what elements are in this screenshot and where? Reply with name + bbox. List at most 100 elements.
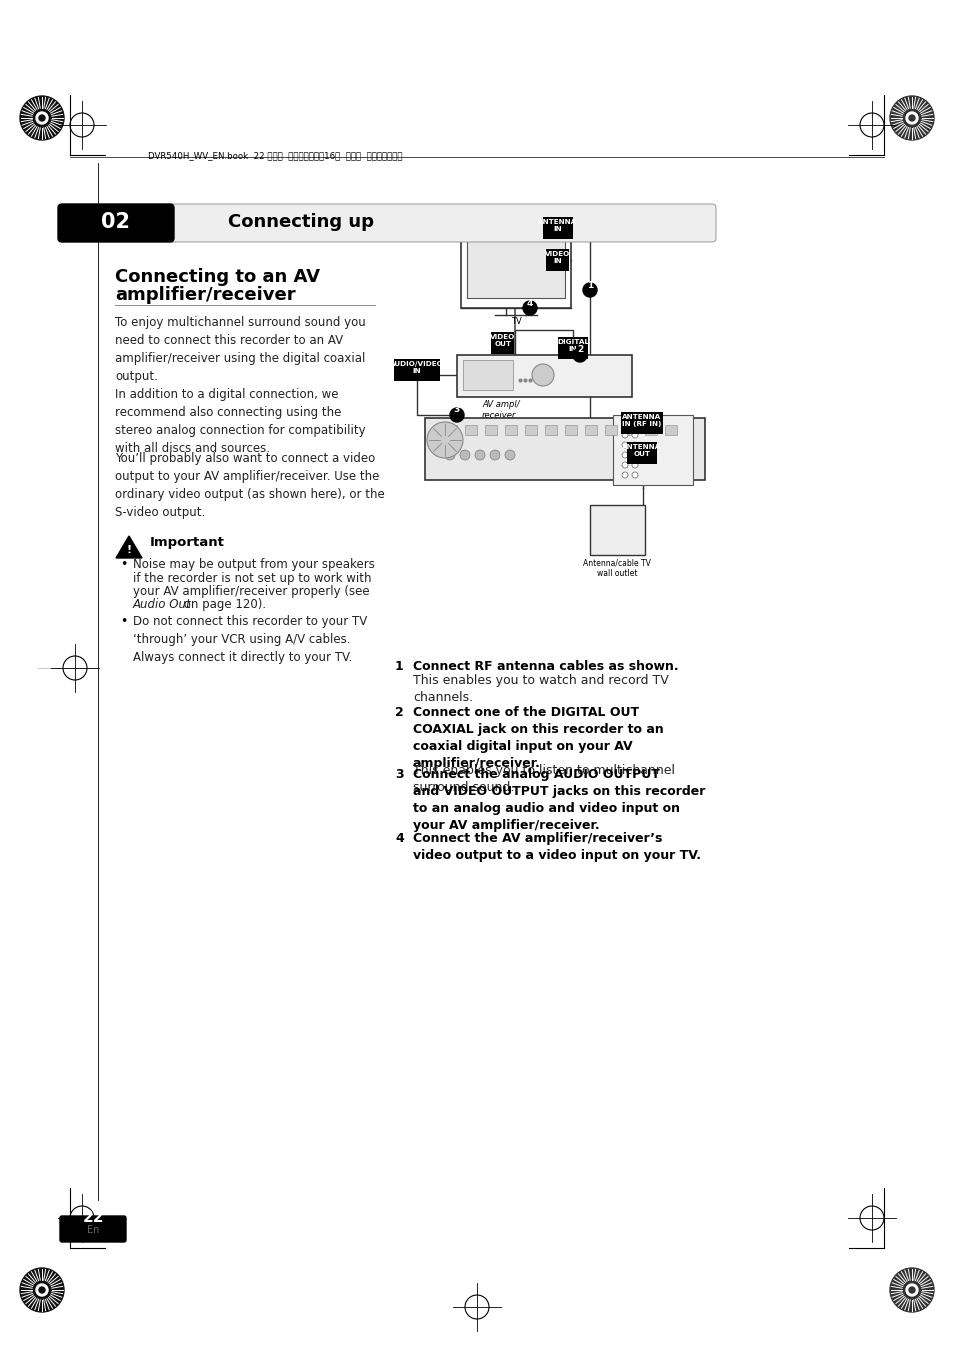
Circle shape: [908, 115, 914, 122]
Text: 2: 2: [395, 707, 403, 719]
Circle shape: [459, 450, 470, 459]
Text: AUDIO/VIDEO
IN: AUDIO/VIDEO IN: [390, 361, 443, 374]
Text: You’ll probably also want to connect a video
output to your AV amplifier/receive: You’ll probably also want to connect a v…: [115, 453, 384, 519]
Bar: [424, 417, 704, 480]
Circle shape: [39, 1288, 45, 1293]
Bar: [644, 426, 657, 435]
Text: DVR540H_WV_EN.book  22 ページ  ２００６年２月16日  木曜日  午後４時３４分: DVR540H_WV_EN.book 22 ページ ２００６年２月16日 木曜日…: [148, 151, 402, 159]
Text: 4: 4: [526, 299, 533, 308]
Circle shape: [621, 462, 627, 467]
Bar: [542, 218, 573, 239]
Circle shape: [20, 96, 64, 141]
FancyBboxPatch shape: [60, 1216, 126, 1242]
Bar: [524, 426, 537, 435]
Text: 22: 22: [82, 1210, 104, 1225]
Circle shape: [621, 422, 627, 428]
Bar: [546, 249, 569, 272]
Circle shape: [475, 450, 484, 459]
Circle shape: [631, 453, 638, 458]
Bar: [444, 426, 456, 435]
Text: 1: 1: [395, 661, 403, 673]
Circle shape: [621, 453, 627, 458]
Bar: [491, 332, 514, 354]
Text: ⊓: ⊓: [609, 519, 624, 538]
Text: This enables you to watch and record TV
channels.: This enables you to watch and record TV …: [413, 674, 668, 704]
Bar: [604, 426, 617, 435]
Text: To enjoy multichannel surround sound you
need to connect this recorder to an AV
: To enjoy multichannel surround sound you…: [115, 316, 365, 382]
Circle shape: [631, 471, 638, 478]
Text: •: •: [120, 558, 128, 571]
Circle shape: [905, 112, 917, 124]
Bar: [462, 359, 513, 390]
Text: !: !: [127, 544, 132, 555]
Bar: [626, 442, 657, 463]
Text: En: En: [87, 1225, 99, 1235]
Circle shape: [490, 450, 499, 459]
Bar: [558, 336, 588, 359]
Circle shape: [36, 1283, 48, 1296]
FancyBboxPatch shape: [58, 204, 173, 242]
Circle shape: [36, 112, 48, 124]
Text: Connecting up: Connecting up: [228, 213, 374, 231]
Bar: [504, 426, 517, 435]
Circle shape: [889, 1269, 933, 1312]
Circle shape: [631, 462, 638, 467]
Text: Do not connect this recorder to your TV
‘through’ your VCR using A/V cables.
Alw: Do not connect this recorder to your TV …: [132, 615, 367, 663]
Circle shape: [905, 1283, 917, 1296]
Circle shape: [504, 450, 515, 459]
Circle shape: [631, 442, 638, 449]
Bar: [544, 426, 557, 435]
Bar: [584, 426, 597, 435]
Text: VIDEO
IN: VIDEO IN: [545, 251, 570, 263]
Text: ANTENNA
OUT: ANTENNA OUT: [621, 444, 661, 457]
FancyBboxPatch shape: [168, 204, 716, 242]
Circle shape: [621, 442, 627, 449]
Text: Audio Out: Audio Out: [132, 598, 192, 611]
Circle shape: [889, 96, 933, 141]
Text: 1: 1: [586, 281, 593, 289]
Polygon shape: [116, 536, 142, 558]
Circle shape: [532, 363, 554, 386]
Text: DIGITAL
IN: DIGITAL IN: [557, 339, 588, 353]
Bar: [456, 355, 631, 397]
Circle shape: [444, 450, 455, 459]
Text: This enables you to listen to multichannel
surround sound.: This enables you to listen to multichann…: [413, 765, 675, 794]
Bar: [460, 218, 571, 308]
Circle shape: [621, 471, 627, 478]
Text: Connecting to an AV: Connecting to an AV: [115, 267, 319, 286]
Text: •: •: [120, 615, 128, 628]
Text: Connect the AV amplifier/receiver’s
video output to a video input on your TV.: Connect the AV amplifier/receiver’s vide…: [413, 832, 700, 862]
Bar: [624, 426, 637, 435]
Text: if the recorder is not set up to work with: if the recorder is not set up to work wi…: [132, 571, 371, 585]
Text: Important: Important: [150, 536, 225, 549]
Text: on page 120).: on page 120).: [180, 598, 266, 611]
Circle shape: [631, 422, 638, 428]
Text: 3: 3: [454, 405, 459, 415]
Circle shape: [522, 301, 537, 315]
Bar: [589, 505, 644, 555]
Bar: [664, 426, 677, 435]
Circle shape: [427, 422, 462, 458]
Text: amplifier/receiver: amplifier/receiver: [115, 286, 295, 304]
Circle shape: [908, 1288, 914, 1293]
Bar: [464, 426, 476, 435]
Bar: [467, 224, 564, 299]
Text: 2: 2: [577, 346, 582, 354]
Circle shape: [573, 349, 586, 362]
Text: 4: 4: [395, 832, 403, 844]
Circle shape: [621, 432, 627, 438]
Circle shape: [20, 1269, 64, 1312]
Circle shape: [39, 115, 45, 122]
Text: ANTENNA
IN (RF IN): ANTENNA IN (RF IN): [621, 413, 661, 427]
Circle shape: [582, 282, 597, 297]
Bar: [394, 359, 439, 381]
Text: Connect the analog AUDIO OUTPUT
and VIDEO OUTPUT jacks on this recorder
to an an: Connect the analog AUDIO OUTPUT and VIDE…: [413, 767, 704, 832]
Text: ANTENNA
IN: ANTENNA IN: [537, 219, 577, 232]
Bar: [564, 426, 577, 435]
Text: AV ampl/
receiver: AV ampl/ receiver: [481, 400, 519, 420]
Bar: [613, 415, 692, 485]
Text: Connect RF antenna cables as shown.: Connect RF antenna cables as shown.: [413, 661, 678, 673]
Text: your AV amplifier/receiver properly (see: your AV amplifier/receiver properly (see: [132, 585, 369, 598]
Circle shape: [450, 408, 463, 422]
Circle shape: [631, 432, 638, 438]
